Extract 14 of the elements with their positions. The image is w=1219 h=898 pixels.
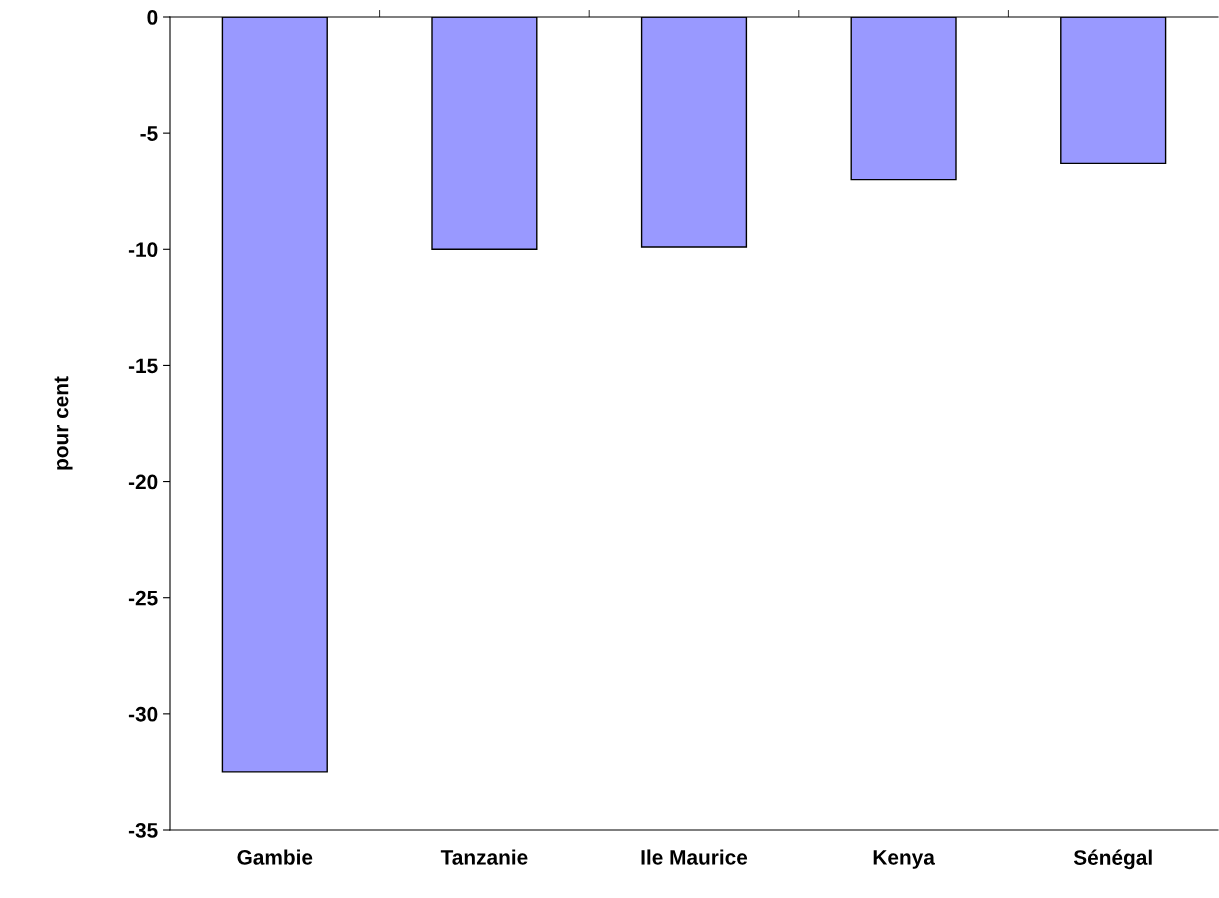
- y-tick-label: -10: [128, 242, 158, 258]
- x-tick-label: Sénégal: [1073, 849, 1152, 870]
- y-tick-label: -20: [128, 474, 158, 490]
- x-tick-label: Gambie: [237, 849, 313, 865]
- y-tick-label: 0: [147, 10, 158, 25]
- x-tick-label: Tanzanie: [440, 849, 528, 865]
- y-tick-label: -30: [128, 706, 158, 722]
- y-tick-label: -5: [140, 126, 158, 141]
- y-tick-label: -25: [128, 590, 158, 606]
- y-tick-label: -35: [128, 823, 158, 838]
- x-tick-label: Ile Maurice: [641, 849, 748, 865]
- y-tick-label: -15: [128, 358, 158, 374]
- x-tick-label: Kenya: [873, 850, 935, 869]
- y-axis-title: pour cent: [54, 376, 73, 470]
